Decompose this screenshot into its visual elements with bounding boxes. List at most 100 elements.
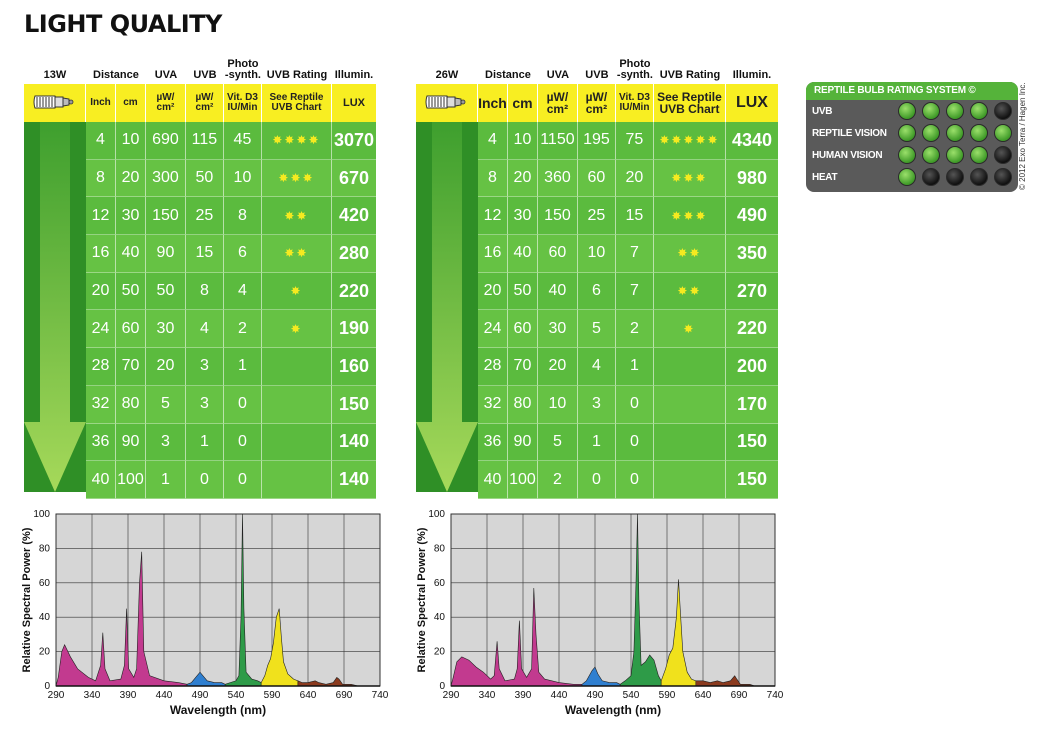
cell-cm: 70 <box>115 348 146 386</box>
arrow-cell <box>416 348 478 386</box>
rating-dot-empty <box>994 146 1012 164</box>
x-tick-label: 290 <box>443 690 460 701</box>
cell-cm: 50 <box>115 272 146 311</box>
rating-dot-filled <box>994 124 1012 142</box>
rating-row: UVB <box>806 100 1018 122</box>
y-tick-label: 80 <box>39 543 51 554</box>
cell-cm: 90 <box>507 423 538 462</box>
cell-uvb: 3 <box>185 348 224 386</box>
cell-uvb-rating <box>261 461 332 499</box>
y-tick-label: 0 <box>44 681 50 692</box>
arrow-cell <box>24 197 86 236</box>
cell-uvb: 8 <box>185 272 224 311</box>
cell-inch: 36 <box>85 423 116 462</box>
y-axis-label: Relative Spectral Power (%) <box>21 527 33 672</box>
x-tick-label: 590 <box>659 690 676 701</box>
x-tick-label: 640 <box>300 690 317 701</box>
x-tick-label: 540 <box>228 690 245 701</box>
cell-uva: 20 <box>145 348 186 386</box>
header-uva: UVA <box>154 69 178 81</box>
cell-photosynth: 0 <box>615 385 654 424</box>
rating-dot-filled <box>922 124 940 142</box>
cell-uvb: 15 <box>185 235 224 273</box>
arrow-cell <box>416 423 478 462</box>
cell-uva: 30 <box>537 310 578 349</box>
cell-cm: 60 <box>115 310 146 349</box>
cell-lux: 4340 <box>725 122 778 160</box>
cell-inch: 40 <box>85 461 116 499</box>
cell-uva: 30 <box>145 310 186 349</box>
cell-uvb-rating: ✸✸ <box>653 235 726 273</box>
rating-dot-filled <box>922 102 940 120</box>
y-tick-label: 100 <box>428 509 445 520</box>
plot-area <box>55 513 381 687</box>
reptile-bulb-rating-system: REPTILE BULB RATING SYSTEM © UVB REPTILE … <box>806 82 1018 192</box>
cell-cm: 20 <box>507 159 538 198</box>
arrow-cell <box>416 122 478 160</box>
header-illumination: Illumin. <box>334 69 374 81</box>
cell-inch: 12 <box>477 197 508 236</box>
rating-dot-empty <box>922 168 940 186</box>
cell-lux: 200 <box>725 348 778 386</box>
bulb-icon <box>24 84 86 122</box>
rating-dot-filled <box>898 124 916 142</box>
cell-cm: 20 <box>115 159 146 198</box>
arrow-cell <box>24 122 86 160</box>
cell-cm: 30 <box>507 197 538 236</box>
cell-uvb: 4 <box>577 348 616 386</box>
table-row: 28 70 20 3 1 160 <box>24 348 376 386</box>
cell-cm: 40 <box>507 235 538 273</box>
cell-uvb-rating: ✸✸ <box>653 272 726 311</box>
y-axis-label: Relative Spectral Power (%) <box>416 527 428 672</box>
wattage-label: 13W <box>43 69 67 81</box>
cell-uvb: 0 <box>185 461 224 499</box>
cell-uvb-rating: ✸✸✸✸ <box>261 122 332 160</box>
page-title: LIGHT QUALITY <box>24 10 222 38</box>
cell-inch: 32 <box>85 385 116 424</box>
y-tick-label: 60 <box>39 578 51 589</box>
table-row: 12 30 150 25 8 ✸✸ 420 <box>24 197 376 236</box>
light-quality-table-26w: 26W Distance UVA UVB Photo -synth. UVB Ra… <box>416 48 778 499</box>
arrow-cell <box>416 310 478 349</box>
cell-cm: 40 <box>115 235 146 273</box>
cell-photosynth: 0 <box>615 423 654 462</box>
x-tick-label: 290 <box>48 690 65 701</box>
x-tick-label: 740 <box>372 690 389 701</box>
header-uvb-rating: UVB Rating <box>266 69 328 81</box>
bulb-icon <box>416 84 478 122</box>
cell-uvb: 1 <box>577 423 616 462</box>
table-row: 12 30 150 25 15 ✸✸✸ 490 <box>416 197 778 236</box>
cell-cm: 100 <box>507 461 538 499</box>
cell-cm: 30 <box>115 197 146 236</box>
x-tick-label: 390 <box>120 690 137 701</box>
cell-lux: 160 <box>331 348 376 386</box>
cell-inch: 36 <box>477 423 508 462</box>
cell-uvb-rating <box>653 423 726 462</box>
table-row: 24 60 30 4 2 ✸ 190 <box>24 310 376 349</box>
arrow-cell <box>416 197 478 236</box>
rating-dot-empty <box>994 168 1012 186</box>
cell-uva: 90 <box>145 235 186 273</box>
rating-dot-filled <box>946 124 964 142</box>
cell-cm: 60 <box>507 310 538 349</box>
cell-photosynth: 1 <box>615 348 654 386</box>
cell-cm: 70 <box>507 348 538 386</box>
y-tick-label: 20 <box>434 647 446 658</box>
cell-uvb-rating <box>653 461 726 499</box>
cell-inch: 12 <box>85 197 116 236</box>
wattage-label: 26W <box>435 69 459 81</box>
y-tick-label: 40 <box>434 612 446 623</box>
cell-lux: 3070 <box>331 122 376 160</box>
spectrum-chart-26w: 290 340 390 440 490 540 590 640 690 740 0 20 40 60 80 1… <box>416 509 784 717</box>
header-illumination: Illumin. <box>732 69 772 81</box>
x-tick-label: 340 <box>84 690 101 701</box>
cell-uvb-rating <box>261 348 332 386</box>
unit-see-chart: See Reptile UVB Chart <box>653 84 726 122</box>
cell-uvb-rating: ✸✸✸ <box>653 197 726 236</box>
cell-inch: 28 <box>85 348 116 386</box>
header-photosynth: Photo -synth. <box>616 58 653 81</box>
rating-title: REPTILE BULB RATING SYSTEM © <box>806 82 1018 100</box>
cell-uva: 60 <box>537 235 578 273</box>
cell-inch: 8 <box>85 159 116 198</box>
cell-photosynth: 1 <box>223 348 262 386</box>
